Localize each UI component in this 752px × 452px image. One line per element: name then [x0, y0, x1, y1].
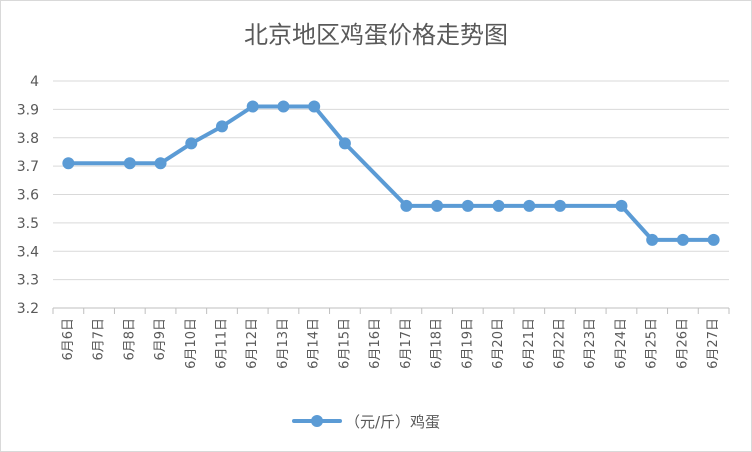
x-tick-label: 6月22日 [553, 318, 568, 369]
x-tick-label: 6月8日 [122, 318, 137, 361]
x-tick-label: 6月10日 [184, 318, 199, 369]
data-point [554, 199, 566, 212]
y-tick-label: 3.7 [17, 159, 39, 175]
data-point [185, 137, 198, 150]
data-point [308, 100, 321, 113]
data-point [431, 199, 444, 212]
data-point [123, 157, 136, 170]
data-point [461, 199, 474, 212]
y-tick-label: 4 [30, 74, 39, 90]
data-point [523, 199, 536, 212]
data-point [400, 199, 413, 212]
y-tick-label: 3.6 [17, 188, 39, 204]
x-tick-label: 6月18日 [430, 318, 445, 369]
x-tick-label: 6月19日 [460, 318, 475, 369]
x-tick-label: 6月20日 [491, 318, 506, 369]
legend-marker-swatch [311, 415, 323, 427]
grid-lines [53, 80, 729, 309]
x-tick-label: 6月9日 [153, 318, 168, 361]
data-point [707, 233, 720, 246]
data-point [615, 199, 628, 212]
y-tick-label: 3.8 [17, 131, 39, 147]
data-point [492, 199, 505, 212]
legend-label: （元/斤）鸡蛋 [345, 413, 440, 431]
y-tick-label: 3.4 [17, 244, 39, 260]
y-tick-label: 3.3 [17, 273, 39, 289]
x-axis-ticks: 6月6日 6月7日 6月8日 6月9日 6月10日 6月11日 6月12日 6月13日 6月14… [52, 308, 730, 369]
series-layer [62, 100, 720, 246]
x-tick-label: 6月16日 [368, 318, 383, 369]
chart-title: 北京地区鸡蛋价格走势图 [244, 21, 508, 49]
y-tick-label: 3.5 [17, 216, 39, 232]
x-tick-label: 6月6日 [61, 318, 76, 361]
x-tick-label: 6月15日 [337, 318, 352, 369]
x-tick-label: 6月24日 [614, 318, 629, 369]
x-tick-label: 6月23日 [583, 318, 598, 369]
y-tick-label: 3.2 [17, 301, 39, 317]
data-point [676, 233, 689, 246]
y-axis-ticks: 3.2 3.3 3.4 3.5 3.6 3.7 3.8 3.9 4 [17, 74, 39, 317]
x-tick-label: 6月27日 [706, 318, 721, 369]
x-tick-label: 6月21日 [522, 318, 537, 369]
series-line [66, 104, 716, 242]
x-tick-label: 6月26日 [675, 318, 690, 369]
x-tick-label: 6月12日 [245, 318, 260, 369]
legend: （元/斤）鸡蛋 [292, 413, 440, 431]
x-tick-label: 6月14日 [307, 318, 322, 369]
x-tick-label: 6月13日 [276, 318, 291, 369]
x-tick-label: 6月25日 [645, 318, 660, 369]
data-point [216, 120, 228, 133]
data-point [154, 157, 167, 170]
y-tick-label: 3.9 [17, 102, 39, 118]
data-point [246, 100, 259, 113]
data-point [338, 137, 351, 150]
data-point [277, 100, 290, 113]
x-tick-label: 6月17日 [399, 318, 414, 369]
data-point [62, 157, 75, 170]
x-tick-label: 6月7日 [92, 318, 107, 361]
x-tick-label: 6月11日 [215, 318, 230, 369]
data-point [646, 233, 659, 246]
